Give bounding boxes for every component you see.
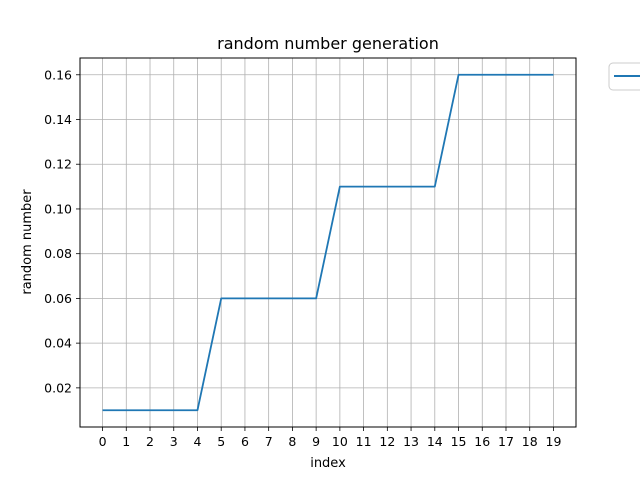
series-line [102,73,554,412]
chart-title: random number generation [217,34,439,53]
x-tick-label: 6 [241,434,249,449]
x-axis: 0 1 2 3 4 5 6 7 8 9 10 11 12 13 14 15 16 17 18 19 [99,427,562,449]
x-tick-label: 16 [474,434,490,449]
x-tick-label: 15 [451,434,467,449]
x-tick-label: 2 [146,434,154,449]
y-tick-label: 0.12 [44,157,72,172]
y-tick-label: 0.10 [44,201,72,216]
x-tick-label: 8 [288,434,296,449]
y-tick-label: 0.14 [44,112,72,127]
x-tick-label: 3 [170,434,178,449]
x-tick-label: 12 [379,434,395,449]
x-tick-label: 5 [217,434,225,449]
x-axis-label: index [310,456,346,471]
y-tick-label: 0.08 [44,246,72,261]
legend [608,62,640,91]
x-tick-label: 18 [522,434,538,449]
y-axis-label: random number [20,189,35,295]
x-tick-label: 17 [498,434,514,449]
x-tick-label: 13 [403,434,419,449]
x-tick-label: 4 [193,434,201,449]
x-tick-label: 11 [356,434,372,449]
y-tick-label: 0.02 [44,380,72,395]
plot-frame [79,57,577,428]
x-tick-label: 9 [312,434,320,449]
x-tick-label: 10 [332,434,348,449]
x-tick-label: 19 [546,434,562,449]
x-tick-label: 1 [122,434,130,449]
y-tick-label: 0.16 [44,67,72,82]
x-tick-label: 0 [99,434,107,449]
x-tick-label: 14 [427,434,443,449]
series-lines [102,73,554,412]
y-tick-label: 0.06 [44,291,72,306]
grid-lines [80,58,576,427]
x-tick-label: 7 [265,434,273,449]
y-tick-label: 0.04 [44,336,72,351]
y-axis: 0.02 0.04 0.06 0.08 0.10 0.12 0.14 0.16 [44,67,80,395]
